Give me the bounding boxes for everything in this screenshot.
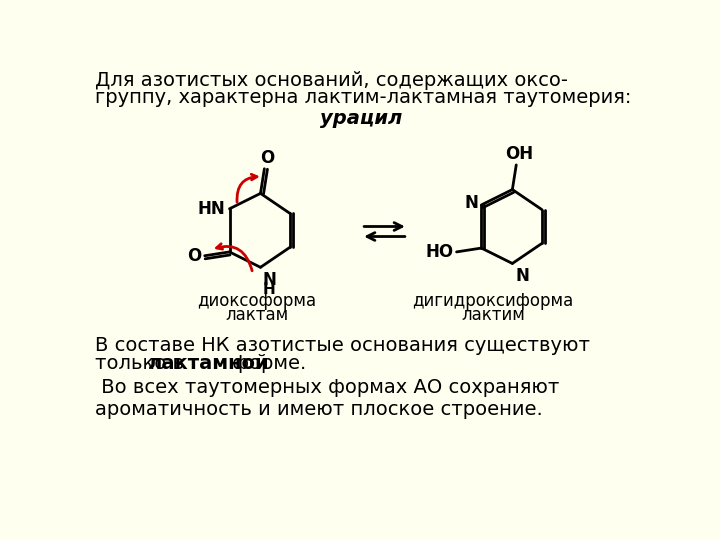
Text: N: N bbox=[516, 267, 529, 285]
Text: HN: HN bbox=[198, 200, 225, 218]
Text: O: O bbox=[187, 247, 202, 265]
Text: только в: только в bbox=[96, 354, 191, 373]
Text: Во всех таутомерных формах АО сохраняют: Во всех таутомерных формах АО сохраняют bbox=[96, 378, 560, 397]
Text: урацил: урацил bbox=[320, 110, 402, 129]
Text: диоксоформа: диоксоформа bbox=[197, 292, 316, 310]
Text: HO: HO bbox=[426, 243, 454, 261]
Text: O: O bbox=[261, 149, 274, 167]
Text: форме.: форме. bbox=[225, 354, 306, 373]
Text: N: N bbox=[464, 194, 478, 212]
Text: В составе НК азотистые основания существуют: В составе НК азотистые основания существ… bbox=[96, 336, 590, 355]
Text: лактим: лактим bbox=[461, 306, 525, 324]
Text: ароматичность и имеют плоское строение.: ароматичность и имеют плоское строение. bbox=[96, 400, 543, 419]
Text: дигидроксиформа: дигидроксиформа bbox=[413, 292, 574, 310]
Text: N: N bbox=[263, 271, 276, 289]
Text: OH: OH bbox=[505, 145, 534, 164]
Text: группу, характерна лактим-лактамная таутомерия:: группу, характерна лактим-лактамная таут… bbox=[96, 88, 632, 107]
Text: Для азотистых оснований, содержащих оксо-: Для азотистых оснований, содержащих оксо… bbox=[96, 71, 568, 90]
Text: H: H bbox=[263, 282, 276, 297]
Text: лактам: лактам bbox=[225, 306, 288, 324]
Text: лактамной: лактамной bbox=[148, 354, 270, 373]
